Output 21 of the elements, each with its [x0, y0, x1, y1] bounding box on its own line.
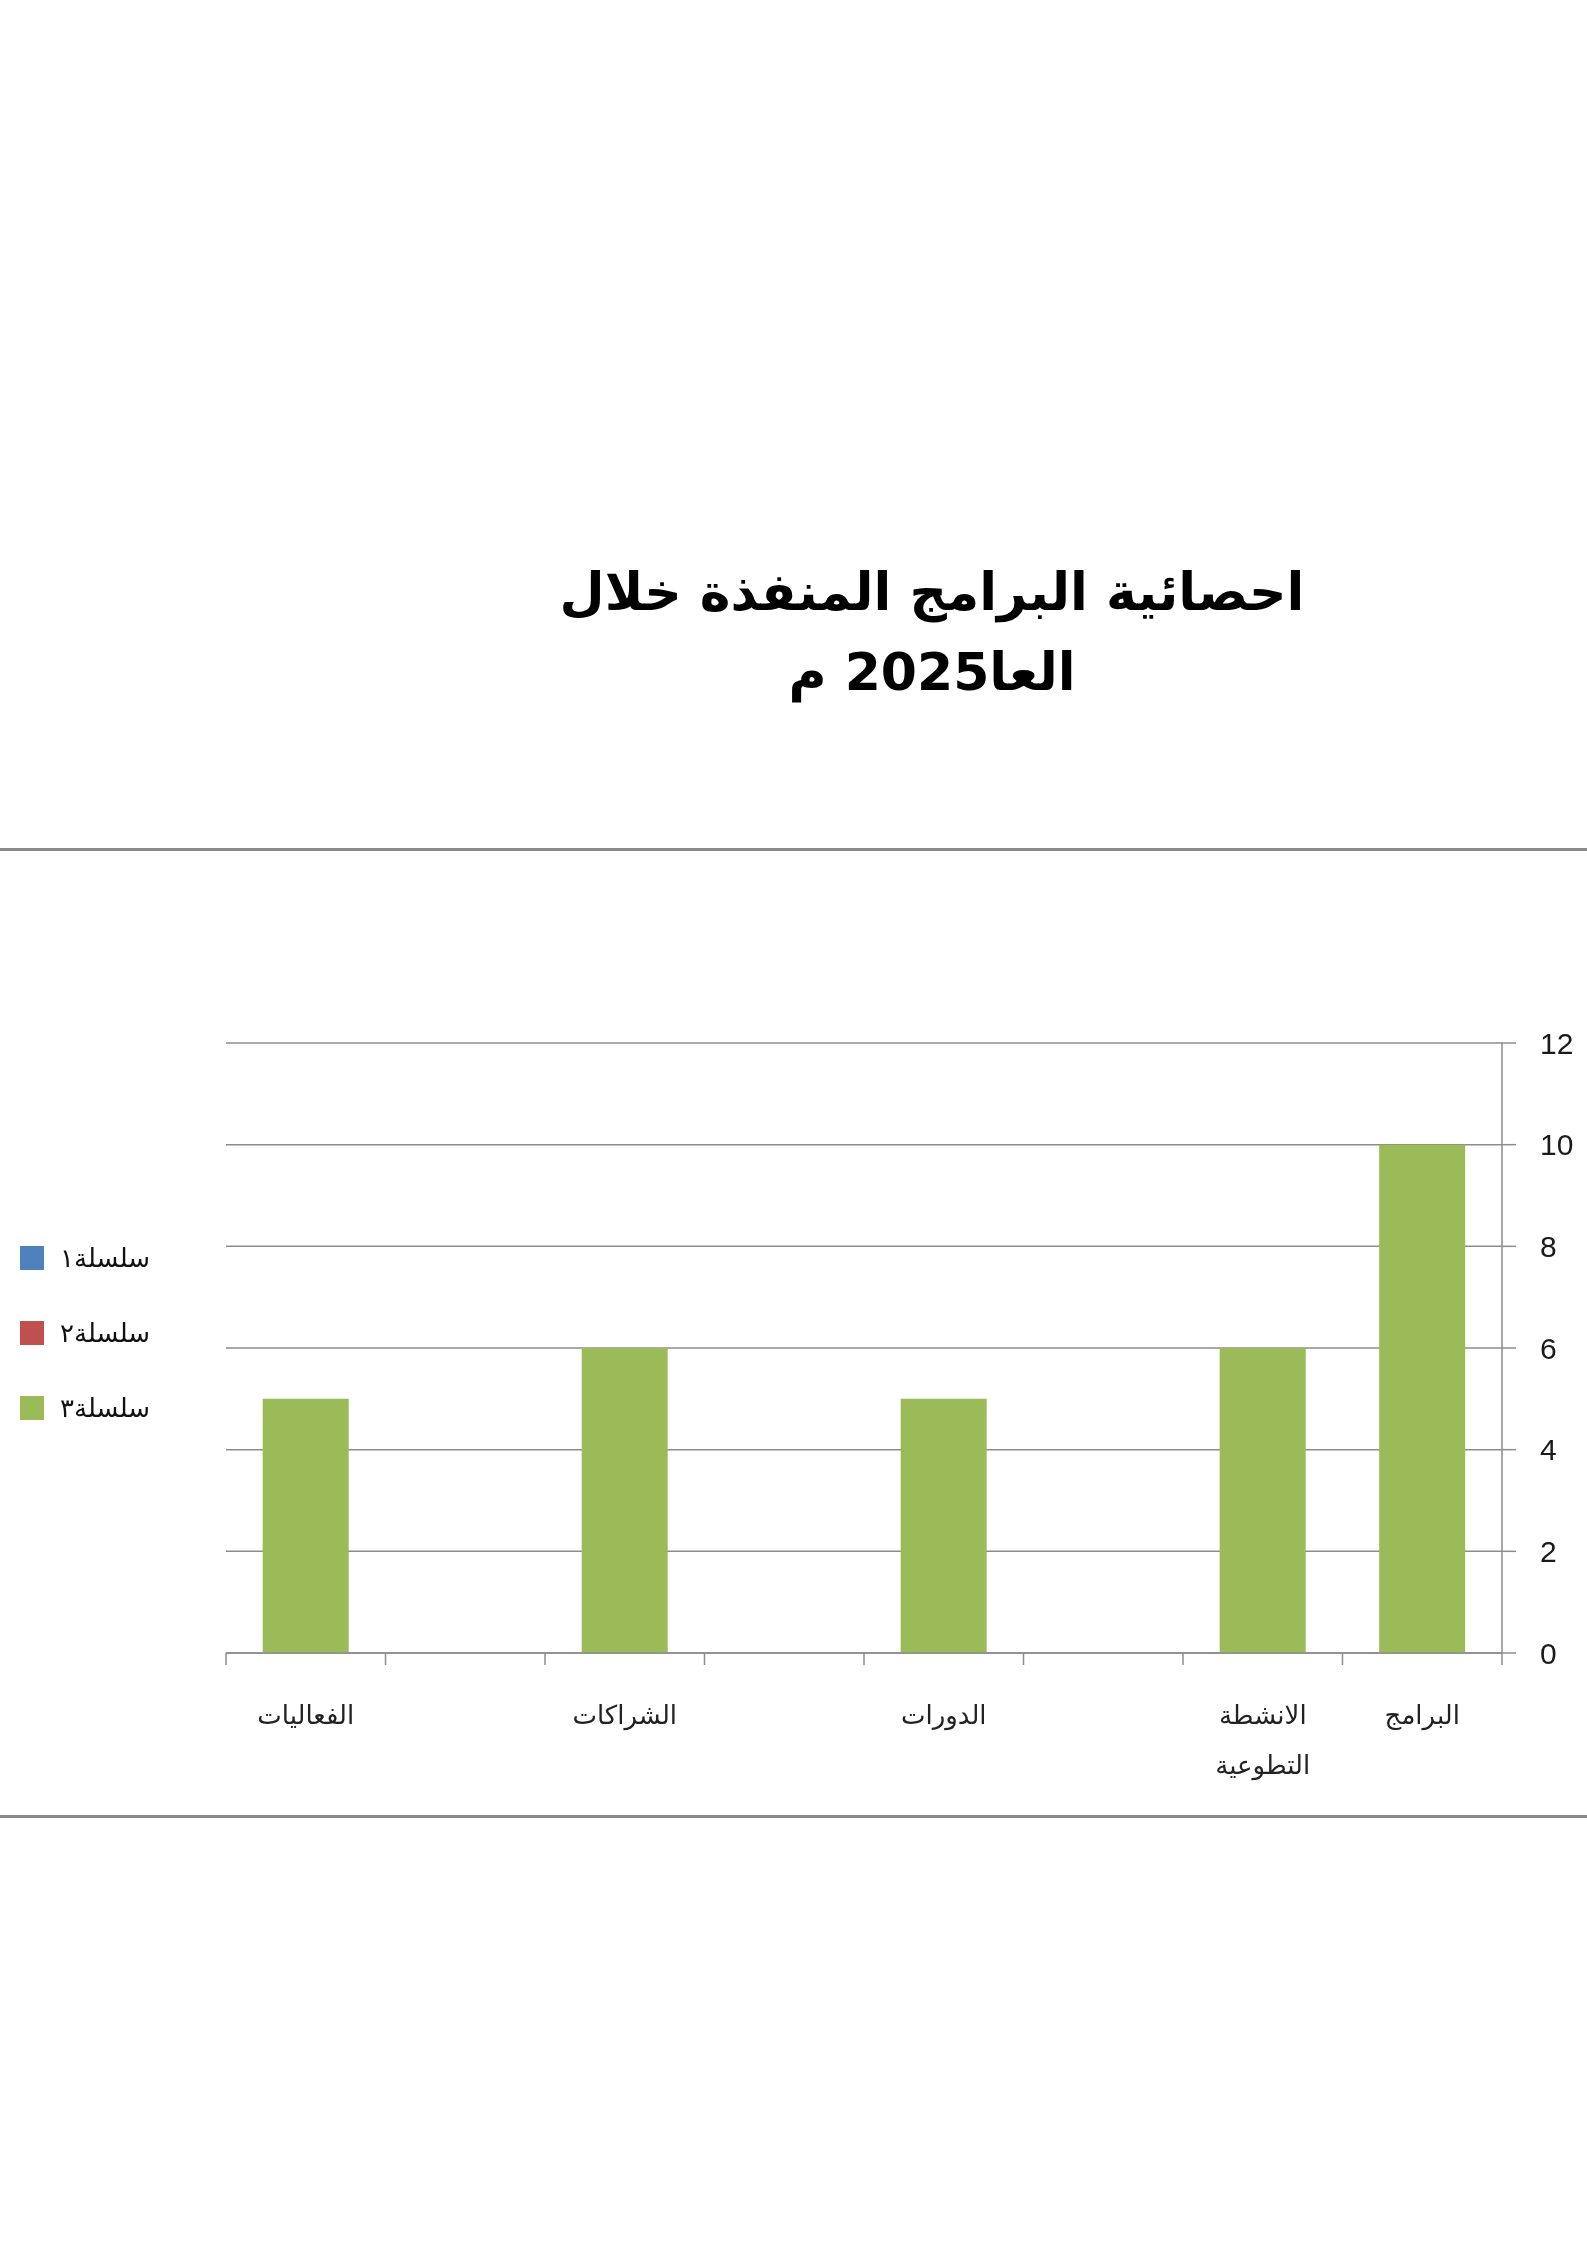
y-tick-label: 12: [1540, 1026, 1574, 1060]
x-tick-label: الدورات: [900, 1700, 987, 1731]
bar: [1379, 1144, 1466, 1653]
y-tick-label: 2: [1540, 1534, 1557, 1568]
x-tick-label: الفعاليات: [257, 1700, 355, 1730]
x-tick-label: الانشطة التطوعية: [1215, 1700, 1311, 1781]
legend-label: سلسلة٢: [60, 1317, 151, 1348]
bar: [1219, 1348, 1306, 1653]
y-tick-label: 8: [1540, 1229, 1557, 1263]
y-tick-label: 6: [1540, 1331, 1557, 1365]
legend-label: سلسلة١: [60, 1242, 151, 1273]
y-tick-label: 10: [1540, 1128, 1574, 1162]
y-tick-label: 4: [1540, 1433, 1557, 1467]
bar: [262, 1398, 349, 1653]
bar: [900, 1398, 987, 1653]
legend-label: سلسلة٣: [60, 1392, 151, 1423]
y-tick-label: 0: [1540, 1636, 1557, 1670]
bar: [581, 1348, 668, 1653]
x-tick-label: البرامج: [1384, 1700, 1460, 1731]
x-tick-label: الشراكات: [572, 1700, 678, 1731]
chart-title: احصائية البرامج المنفذة خلال العا2025 م: [558, 561, 1306, 705]
